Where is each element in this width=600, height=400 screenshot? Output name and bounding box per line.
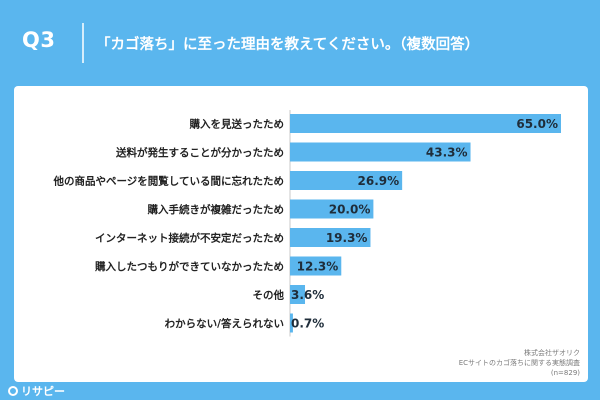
category-label-1: 送料が発生することが分かったため [115,146,284,159]
source-survey: ECサイトのカゴ落ちに関する実態調査 [458,359,580,367]
category-label-7: わからない/答えられない [165,317,284,330]
bar-7 [290,313,293,333]
category-label-0: 購入を見送ったため [189,118,285,131]
bar-5 [290,256,342,276]
category-label-6: その他 [253,289,285,302]
bar-2 [290,171,403,190]
value-label-6: 3.6% [291,288,324,302]
value-label-2: 26.9% [358,174,400,188]
header: Q3 「カゴ落ち」に至った理由を教えてください。（複数回答） [0,0,600,84]
category-label-4: インターネット接続が不安定だったため [95,232,284,245]
value-label-3: 20.0% [329,203,371,217]
source-note: 株式会社ザオリク ECサイトのカゴ落ちに関する実態調査 (n=829) [459,348,580,378]
value-label-4: 19.3% [326,231,368,245]
category-label-3: 購入手続きが複雑だったため [147,203,285,216]
category-label-2: 他の商品やページを閲覧している間に忘れたため [53,175,284,188]
value-label-5: 12.3% [297,260,339,274]
bar-3 [290,199,374,219]
brand-logo: リサピー [8,382,158,400]
question-title: 「カゴ落ち」に至った理由を教えてください。（複数回答） [96,37,480,53]
value-label-1: 43.3% [426,146,468,160]
source-sample: (n=829) [550,369,580,377]
value-label-0: 65.0% [516,117,558,131]
bar-0 [290,114,561,133]
bar-6 [290,285,306,304]
header-divider [82,23,84,63]
source-company: 株式会社ザオリク [524,349,580,357]
value-label-7: 0.7% [291,317,324,331]
bar-1 [290,142,471,162]
category-label-5: 購入したつもりができていなかったため [94,260,284,273]
logo-mark-icon [8,386,18,396]
logo-text: リサピー [21,385,65,398]
question-number: Q3 [22,28,56,52]
bar-4 [290,228,371,247]
